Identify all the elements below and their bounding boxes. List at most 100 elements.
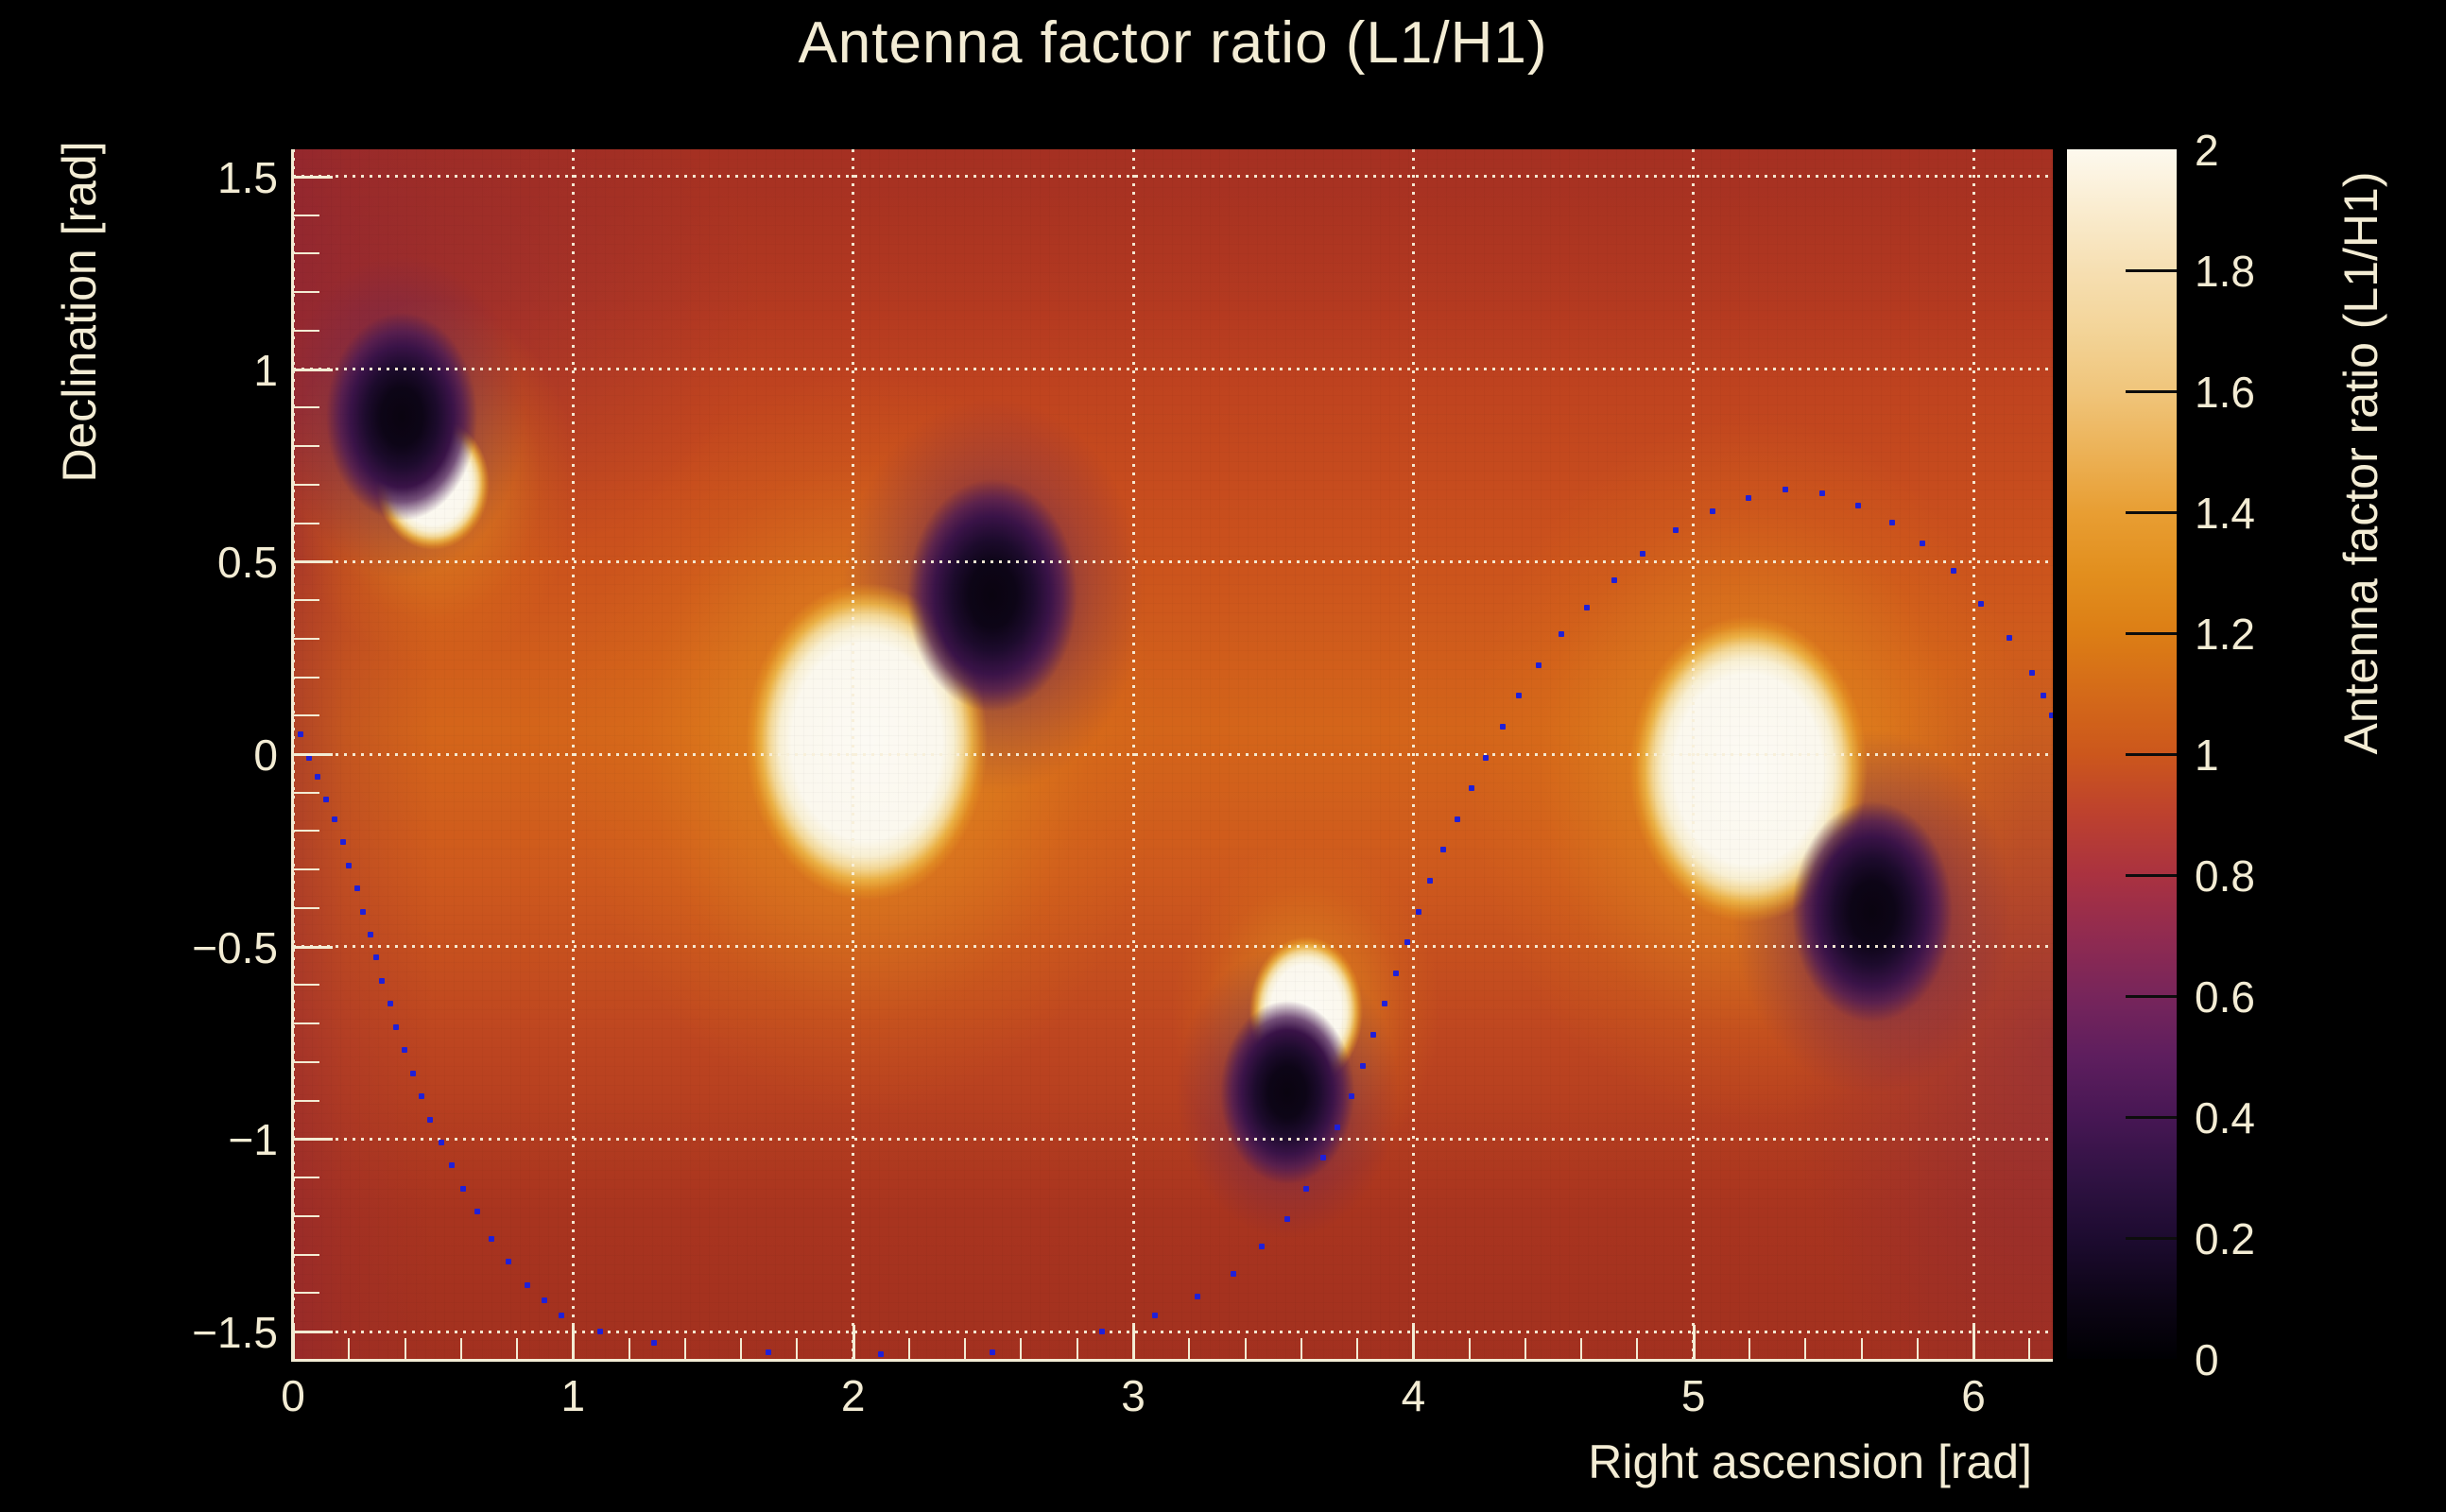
colorbar-label-2: 2 xyxy=(2195,126,2219,175)
x-minor-tick xyxy=(740,1338,743,1359)
x-major-tick-0 xyxy=(292,1325,295,1359)
trajectory-dot xyxy=(1819,490,1825,496)
y-tick-label-0: 0 xyxy=(253,730,278,780)
colorbar-tick-1.6 xyxy=(2126,390,2177,393)
x-minor-tick xyxy=(907,1338,910,1359)
trajectory-dot xyxy=(439,1140,444,1145)
y-minor-tick xyxy=(293,906,319,909)
y-tick-label-1.5: 1.5 xyxy=(217,152,278,202)
trajectory-dot xyxy=(2007,635,2012,641)
y-major-tick-0 xyxy=(293,753,333,756)
x-minor-tick xyxy=(1860,1338,1863,1359)
trajectory-dot xyxy=(419,1093,424,1099)
colorbar-label-1.4: 1.4 xyxy=(2195,489,2255,538)
gridline-ra-2 xyxy=(852,149,854,1359)
trajectory-dot xyxy=(1320,1155,1326,1160)
trajectory-dot xyxy=(393,1024,399,1030)
trajectory-dot xyxy=(1889,520,1895,525)
gridline-dec-0 xyxy=(293,753,2053,756)
trajectory-dot xyxy=(1259,1244,1265,1249)
x-minor-tick xyxy=(683,1338,686,1359)
gridline-ra-4 xyxy=(1412,149,1415,1359)
y-minor-tick xyxy=(293,868,319,871)
trajectory-dot xyxy=(373,954,379,960)
y-minor-tick xyxy=(293,252,319,255)
x-minor-tick xyxy=(459,1338,462,1359)
colorbar-label-1.6: 1.6 xyxy=(2195,368,2255,417)
colorbar-label-0.4: 0.4 xyxy=(2195,1093,2255,1143)
x-axis-line xyxy=(293,1359,2053,1362)
y-major-tick--1.5 xyxy=(293,1331,333,1334)
x-minor-tick xyxy=(1356,1338,1359,1359)
trajectory-dot xyxy=(402,1047,407,1053)
gridline-dec-1.5 xyxy=(293,175,2053,178)
gridline-dec--1.5 xyxy=(293,1331,2053,1333)
x-minor-tick xyxy=(1636,1338,1639,1359)
trajectory-dot xyxy=(1640,551,1645,557)
y-tick-label--0.5: −0.5 xyxy=(192,922,278,972)
trajectory-dot xyxy=(1746,495,1751,501)
x-minor-tick xyxy=(1580,1338,1583,1359)
trajectory-dot xyxy=(1500,724,1506,730)
y-minor-tick xyxy=(293,214,319,216)
y-minor-tick xyxy=(293,1214,319,1217)
colorbar-tick-0.4 xyxy=(2126,1116,2177,1119)
trajectory-dot xyxy=(1195,1294,1200,1299)
trajectory-dot xyxy=(2041,693,2046,698)
y-tick-label-0.5: 0.5 xyxy=(217,538,278,588)
colorbar-tick-1.8 xyxy=(2126,269,2177,272)
y-major-tick-0.5 xyxy=(293,560,333,564)
x-major-tick-3 xyxy=(1132,1325,1136,1359)
y-minor-tick xyxy=(293,984,319,987)
x-minor-tick xyxy=(1804,1338,1807,1359)
trajectory-dot xyxy=(1440,847,1446,852)
gridline-dec-0.5 xyxy=(293,560,2053,563)
y-minor-tick xyxy=(293,791,319,794)
trajectory-dot xyxy=(1920,541,1925,546)
colorbar-label-0.6: 0.6 xyxy=(2195,972,2255,1022)
trajectory-dot xyxy=(1710,508,1715,514)
trajectory-dot xyxy=(766,1349,771,1355)
y-major-tick-1.5 xyxy=(293,175,333,179)
x-tick-label-6: 6 xyxy=(1961,1371,1986,1420)
colorbar-label-0.8: 0.8 xyxy=(2195,851,2255,901)
x-tick-label-1: 1 xyxy=(560,1371,586,1420)
colorbar-label-1.8: 1.8 xyxy=(2195,247,2255,296)
trajectory-dot xyxy=(1536,662,1542,668)
trajectory-dot xyxy=(360,909,366,915)
x-major-tick-4 xyxy=(1412,1325,1416,1359)
trajectory-dot xyxy=(1349,1093,1354,1099)
colorbar-tick-0.2 xyxy=(2126,1237,2177,1240)
colorbar-tick-1.2 xyxy=(2126,632,2177,635)
trajectory-dot xyxy=(323,797,329,802)
trajectory-dot xyxy=(298,731,303,737)
y-tick-label--1: −1 xyxy=(228,1115,278,1165)
trajectory-dot xyxy=(460,1186,466,1192)
trajectory-dot xyxy=(2049,713,2053,718)
x-major-tick-2 xyxy=(852,1325,855,1359)
y-minor-tick xyxy=(293,637,319,640)
colorbar-label-1: 1 xyxy=(2195,730,2219,780)
x-tick-label-4: 4 xyxy=(1401,1371,1426,1420)
x-tick-label-2: 2 xyxy=(840,1371,866,1420)
trajectory-dot xyxy=(559,1313,564,1318)
chart-title: Antenna factor ratio (L1/H1) xyxy=(798,10,1548,76)
trajectory-dot xyxy=(489,1236,494,1242)
x-tick-label-5: 5 xyxy=(1680,1371,1706,1420)
trajectory-dot xyxy=(1783,487,1788,492)
trajectory-dot xyxy=(1404,939,1410,945)
x-minor-tick xyxy=(1244,1338,1247,1359)
x-tick-label-0: 0 xyxy=(281,1371,305,1420)
trajectory-dot xyxy=(410,1071,416,1076)
trajectory-dot xyxy=(1416,909,1421,915)
x-minor-tick xyxy=(404,1338,406,1359)
x-major-tick-5 xyxy=(1692,1325,1696,1359)
y-minor-tick xyxy=(293,1253,319,1256)
gridline-dec--1 xyxy=(293,1138,2053,1141)
y-minor-tick xyxy=(293,1022,319,1025)
trajectory-dot xyxy=(1469,785,1474,791)
trajectory-dot xyxy=(1516,693,1522,698)
trajectory-dot xyxy=(506,1259,511,1264)
gridline-dec-1 xyxy=(293,368,2053,370)
